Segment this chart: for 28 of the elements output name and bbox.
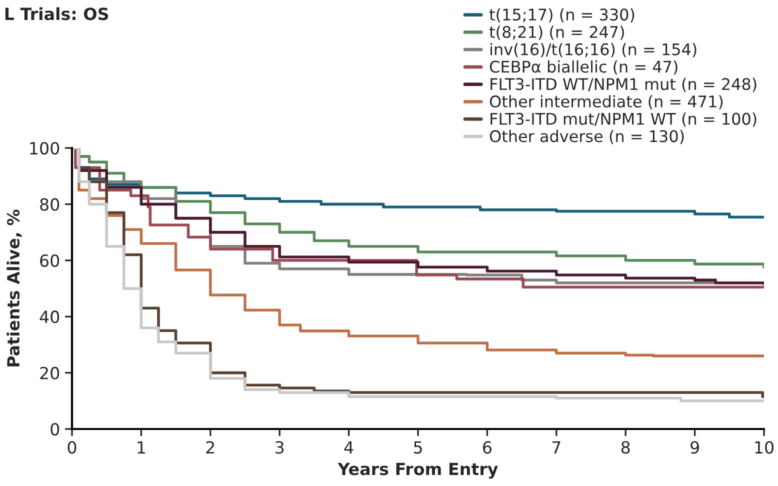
x-tick-label: 2 xyxy=(206,441,214,454)
x-tick-label: 0 xyxy=(68,441,76,454)
x-tick-label: 1 xyxy=(138,441,145,454)
y-tick-label: 0 xyxy=(50,422,60,436)
x-tick-label: 6 xyxy=(483,441,492,454)
y-tick-label: 100 xyxy=(30,142,60,155)
y-axis-title: Patients Alive, % xyxy=(6,210,22,366)
x-axis-title: Years From Entry xyxy=(338,462,498,479)
x-tick-label: 9 xyxy=(690,441,699,454)
x-tick-label: 5 xyxy=(414,441,422,454)
x-tick-label: 7 xyxy=(552,441,560,454)
legend-label: Other adverse (n = 130) xyxy=(490,130,684,144)
x-tick-label: 8 xyxy=(621,441,630,454)
legend-label: t(15;17) (n = 330) xyxy=(489,8,634,23)
x-tick-label: 10 xyxy=(755,441,774,454)
y-tick-label: 80 xyxy=(40,198,60,211)
x-tick-label: 3 xyxy=(276,441,284,454)
legend-label: FLT3-ITD mut/NPM1 WT (n = 100) xyxy=(490,112,756,127)
chart-title: L Trials: OS xyxy=(5,7,108,20)
y-tick-label: 60 xyxy=(40,254,60,267)
legend-label: t(8;21) (n = 247) xyxy=(489,26,624,40)
legend-label: CEBPα biallelic (n = 47) xyxy=(490,60,678,75)
legend-label: inv(16)/t(16;16) (n = 154) xyxy=(490,43,696,58)
y-tick-label: 20 xyxy=(40,366,60,380)
legend-label: Other intermediate (n = 471) xyxy=(490,95,723,110)
y-tick-label: 40 xyxy=(40,310,60,324)
x-tick-label: 4 xyxy=(344,441,354,454)
legend-label: FLT3-ITD WT/NPM1 mut (n = 248) xyxy=(490,78,756,92)
